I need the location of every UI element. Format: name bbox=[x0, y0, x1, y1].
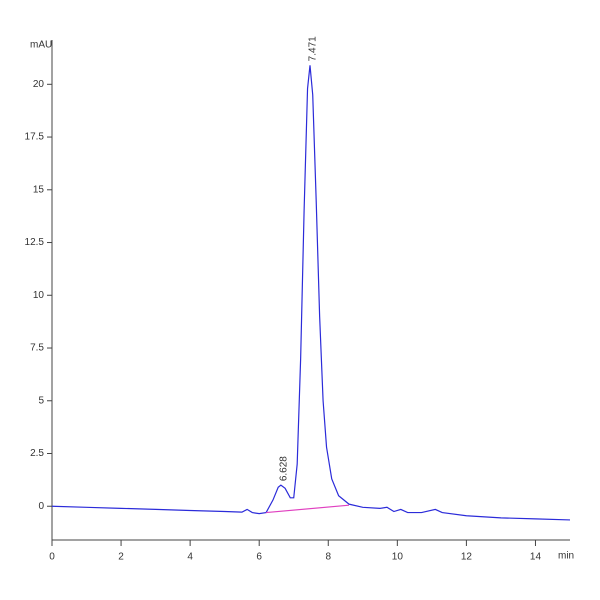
x-tick-label: 14 bbox=[530, 552, 542, 563]
x-tick-label: 12 bbox=[461, 552, 473, 563]
x-tick-label: 0 bbox=[49, 552, 55, 563]
peak-label: 7.471 bbox=[308, 36, 319, 61]
x-tick-label: 4 bbox=[187, 552, 193, 563]
y-tick-label: 15 bbox=[33, 184, 45, 195]
trace bbox=[266, 504, 350, 514]
x-tick-label: 6 bbox=[256, 552, 262, 563]
x-tick-label: 8 bbox=[325, 552, 331, 563]
y-tick-label: 10 bbox=[33, 290, 45, 301]
y-tick-label: 2.5 bbox=[30, 448, 44, 459]
trace bbox=[51, 65, 571, 521]
y-tick-label: 17.5 bbox=[25, 132, 45, 143]
peak-label: 6.628 bbox=[279, 456, 290, 481]
x-axis-label: min bbox=[558, 551, 574, 562]
y-axis-label: mAU bbox=[30, 40, 52, 51]
y-tick-label: 20 bbox=[33, 79, 45, 90]
y-tick-label: 7.5 bbox=[30, 343, 44, 354]
y-tick-label: 0 bbox=[38, 501, 44, 512]
y-tick-label: 12.5 bbox=[25, 237, 45, 248]
y-tick-label: 5 bbox=[38, 395, 44, 406]
x-tick-label: 2 bbox=[118, 552, 124, 563]
x-tick-label: 10 bbox=[392, 552, 404, 563]
